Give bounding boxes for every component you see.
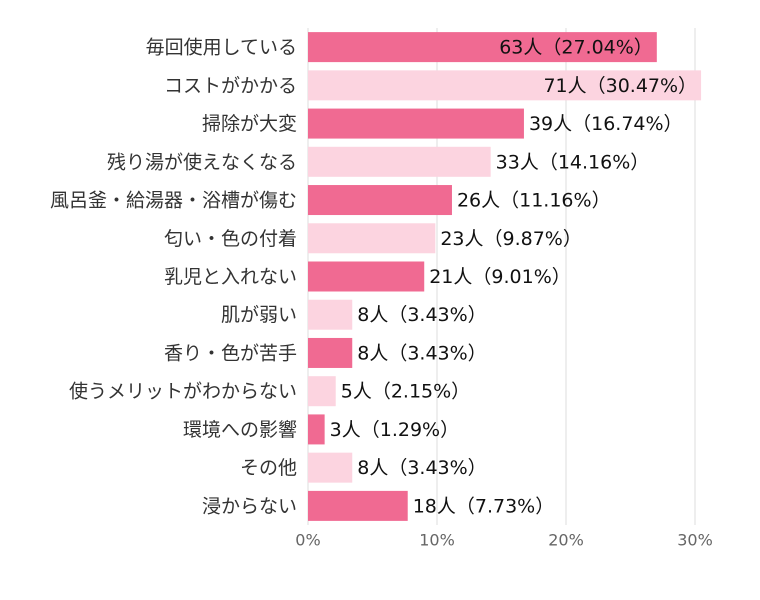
x-tick-label: 0% [295,531,320,550]
x-tick-label: 30% [677,531,713,550]
category-label: 肌が弱い [221,304,297,326]
value-label: 21人（9.01%） [429,266,571,288]
value-label: 39人（16.74%） [529,113,683,135]
category-label: コストがかかる [164,75,297,97]
value-label: 8人（3.43%） [357,457,486,479]
bar [308,32,657,63]
bar [308,223,436,254]
bar [308,261,425,292]
category-label: 風呂釜・給湯器・浴槽が傷む [50,190,297,212]
x-tick-label: 20% [548,531,584,550]
value-label: 5人（2.15%） [341,381,470,403]
value-label: 8人（3.43%） [357,342,486,364]
value-label: 3人（1.29%） [330,419,459,441]
bar [308,490,408,521]
category-label: 環境への影響 [183,419,297,441]
bar [308,299,353,330]
bar [308,108,524,139]
category-label: その他 [240,457,297,479]
value-label: 18人（7.73%） [413,495,555,517]
category-label: 匂い・色の付着 [164,228,297,250]
category-label: 浸からない [202,495,297,517]
category-label: 残り湯が使えなくなる [107,151,297,173]
category-label: 毎回使用している [146,37,297,59]
bar [308,414,325,445]
bar [308,70,702,101]
value-label: 33人（14.16%） [496,151,650,173]
x-tick-label: 10% [419,531,455,550]
category-label: 使うメリットがわからない [69,381,297,403]
value-label: 26人（11.16%） [457,190,611,212]
bar [308,337,353,368]
category-label: 香り・色が苦手 [164,342,297,364]
category-label: 乳児と入れない [164,266,297,288]
bar [308,376,336,407]
category-label: 掃除が大変 [202,113,297,135]
value-label: 23人（9.87%） [440,228,582,250]
value-label: 71人（30.47%） [543,75,697,97]
value-label: 63人（27.04%） [499,37,653,59]
bar [308,146,491,177]
bar [308,185,452,216]
value-label: 8人（3.43%） [357,304,486,326]
bar [308,452,353,483]
